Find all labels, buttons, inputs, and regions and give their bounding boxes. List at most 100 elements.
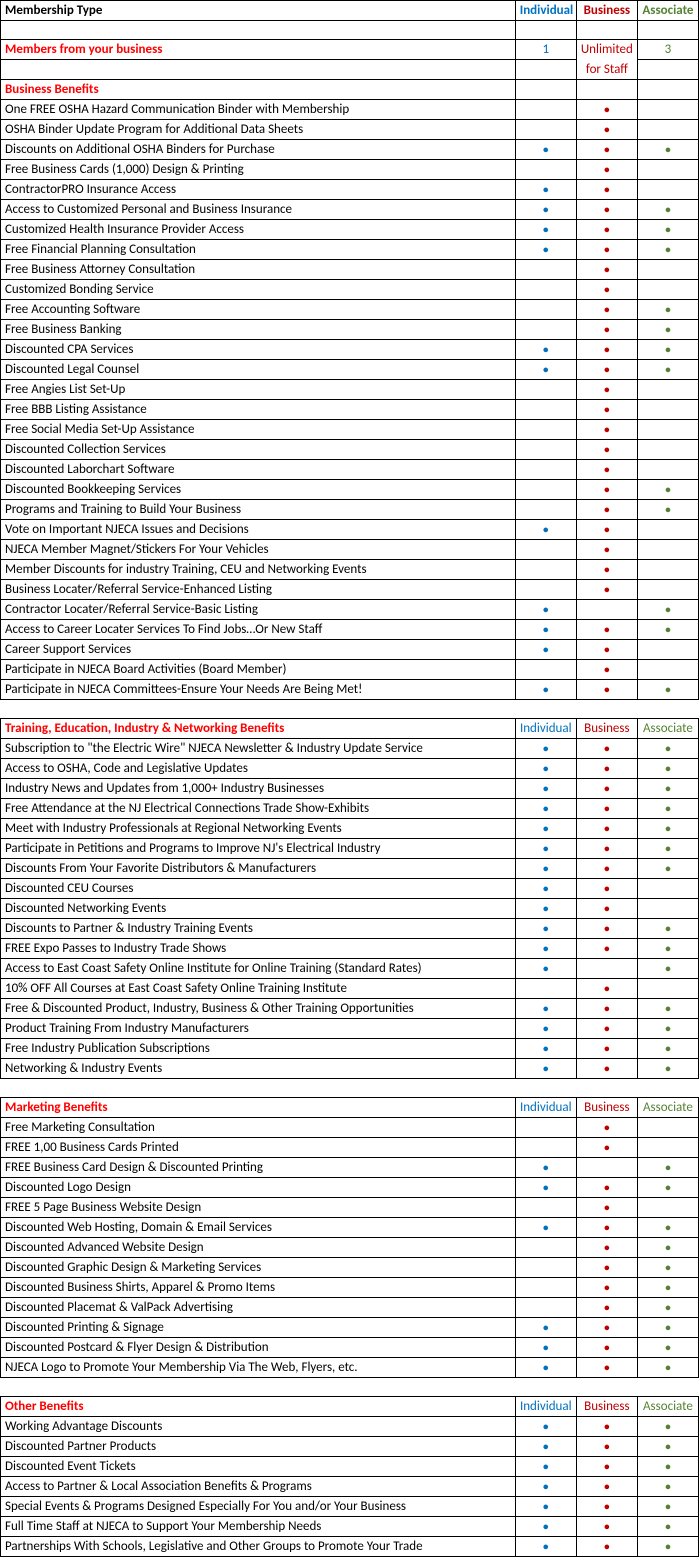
benefit-label: Discounted Postcard & Flyer Design & Dis… <box>1 1337 516 1357</box>
bullet-icon: • <box>665 1042 670 1055</box>
benefit-label: Free Industry Publication Subscriptions <box>1 1038 516 1058</box>
bullet-icon: • <box>665 1062 670 1075</box>
check-individual <box>515 159 576 179</box>
benefit-label: Free Business Banking <box>1 319 516 339</box>
bullet-icon: • <box>543 882 548 895</box>
bullet-icon: • <box>543 942 548 955</box>
check-associate: • <box>637 1496 698 1516</box>
check-individual: • <box>515 958 576 978</box>
check-individual: • <box>515 139 576 159</box>
bullet-icon: • <box>543 1042 548 1055</box>
check-individual: • <box>515 199 576 219</box>
bullet-icon: • <box>604 203 609 216</box>
check-individual <box>515 439 576 459</box>
benefit-label: Access to Partner & Local Association Be… <box>1 1476 516 1496</box>
check-associate: • <box>637 1257 698 1277</box>
check-business: • <box>576 559 637 579</box>
bullet-icon: • <box>665 1281 670 1294</box>
benefit-label: Full Time Staff at NJECA to Support Your… <box>1 1516 516 1536</box>
bullet-icon: • <box>604 523 609 536</box>
check-individual: • <box>515 359 576 379</box>
col-header-business: Business <box>576 1 637 21</box>
check-individual: • <box>515 878 576 898</box>
check-business: • <box>576 938 637 958</box>
check-associate: • <box>637 1177 698 1197</box>
bullet-icon: • <box>665 782 670 795</box>
check-associate: • <box>637 838 698 858</box>
benefit-label: Programs and Training to Build Your Busi… <box>1 499 516 519</box>
check-business: • <box>576 758 637 778</box>
check-business: • <box>576 439 637 459</box>
benefit-label: Meet with Industry Professionals at Regi… <box>1 818 516 838</box>
bullet-icon: • <box>543 1420 548 1433</box>
benefit-label: Discounted Laborchart Software <box>1 459 516 479</box>
benefit-label: Product Training From Industry Manufactu… <box>1 1018 516 1038</box>
check-individual: • <box>515 898 576 918</box>
check-individual: • <box>515 1038 576 1058</box>
bullet-icon: • <box>543 343 548 356</box>
check-associate: • <box>637 1217 698 1237</box>
section-header: Other Benefits <box>1 1396 516 1416</box>
bullet-icon: • <box>665 1341 670 1354</box>
bullet-icon: • <box>604 1141 609 1154</box>
col-header-business: Business <box>576 1097 637 1117</box>
check-associate: • <box>637 818 698 838</box>
check-business: • <box>576 199 637 219</box>
benefit-label: Contractor Locater/Referral Service-Basi… <box>1 599 516 619</box>
membership-comparison-table: Membership TypeIndividualBusinessAssocia… <box>0 0 699 1557</box>
check-individual <box>515 539 576 559</box>
check-associate: • <box>637 1157 698 1177</box>
check-business: • <box>576 239 637 259</box>
bullet-icon: • <box>665 942 670 955</box>
check-individual: • <box>515 1018 576 1038</box>
blank-cell <box>637 21 698 40</box>
benefit-label: Participate in NJECA Board Activities (B… <box>1 659 516 679</box>
bullet-icon: • <box>543 962 548 975</box>
bullet-icon: • <box>604 882 609 895</box>
check-associate <box>637 898 698 918</box>
check-business: • <box>576 179 637 199</box>
blank-cell <box>576 79 637 99</box>
bullet-icon: • <box>665 742 670 755</box>
check-business: • <box>576 898 637 918</box>
col-header-business: Business <box>576 718 637 738</box>
bullet-icon: • <box>543 243 548 256</box>
bullet-icon: • <box>604 1042 609 1055</box>
check-individual: • <box>515 798 576 818</box>
bullet-icon: • <box>604 183 609 196</box>
benefit-label: Discounted CEU Courses <box>1 878 516 898</box>
check-business: • <box>576 279 637 299</box>
check-associate <box>637 179 698 199</box>
bullet-icon: • <box>604 243 609 256</box>
check-associate: • <box>637 679 698 699</box>
col-header-associate: Associate <box>637 718 698 738</box>
check-associate: • <box>637 479 698 499</box>
check-associate: • <box>637 599 698 619</box>
check-individual: • <box>515 1317 576 1337</box>
bullet-icon: • <box>604 323 609 336</box>
bullet-icon: • <box>604 1241 609 1254</box>
check-individual: • <box>515 599 576 619</box>
bullet-icon: • <box>543 1002 548 1015</box>
bullet-icon: • <box>604 1520 609 1533</box>
bullet-icon: • <box>543 1460 548 1473</box>
check-associate: • <box>637 938 698 958</box>
check-associate: • <box>637 1277 698 1297</box>
check-associate <box>637 639 698 659</box>
check-business: • <box>576 1297 637 1317</box>
bullet-icon: • <box>665 143 670 156</box>
bullet-icon: • <box>604 223 609 236</box>
bullet-icon: • <box>665 1221 670 1234</box>
bullet-icon: • <box>543 1520 548 1533</box>
check-individual <box>515 479 576 499</box>
check-individual: • <box>515 639 576 659</box>
check-individual <box>515 119 576 139</box>
benefit-label: Partnerships With Schools, Legislative a… <box>1 1536 516 1556</box>
check-business <box>576 599 637 619</box>
section-spacer <box>1 1377 699 1396</box>
bullet-icon: • <box>543 902 548 915</box>
check-business: • <box>576 539 637 559</box>
benefit-label: FREE 1,00 Business Cards Printed <box>1 1137 516 1157</box>
bullet-icon: • <box>665 1460 670 1473</box>
benefit-label: Discounted Logo Design <box>1 1177 516 1197</box>
